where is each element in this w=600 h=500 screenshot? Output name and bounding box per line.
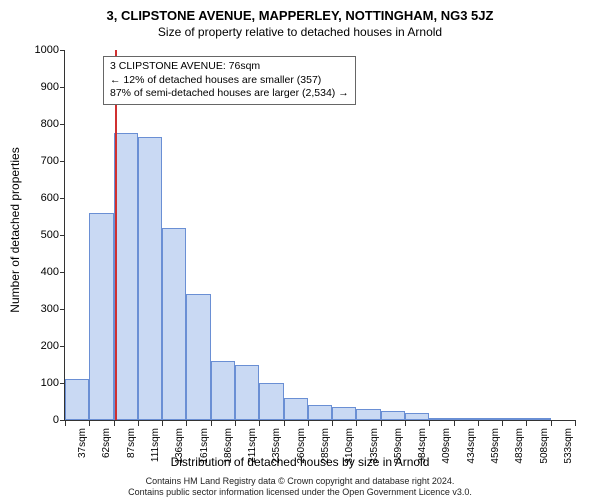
x-tick-mark [381, 420, 382, 426]
histogram-bar [186, 294, 210, 420]
histogram-bar [308, 405, 332, 420]
x-tick-mark [454, 420, 455, 426]
histogram-bar [235, 365, 259, 421]
x-tick-mark [405, 420, 406, 426]
y-tick-mark [60, 50, 65, 51]
x-tick-mark [138, 420, 139, 426]
histogram-bar [381, 411, 405, 420]
histogram-bar [429, 418, 453, 420]
y-tick-mark [60, 346, 65, 347]
x-tick-mark [65, 420, 66, 426]
y-tick-mark [60, 235, 65, 236]
x-axis-label: Distribution of detached houses by size … [0, 455, 600, 469]
x-tick-mark [575, 420, 576, 426]
x-tick-mark [89, 420, 90, 426]
histogram-bar [478, 418, 502, 420]
x-tick-mark [235, 420, 236, 426]
reference-line [115, 50, 117, 420]
histogram-bar [405, 413, 429, 420]
histogram-bar [65, 379, 89, 420]
annotation-line3: 87% of semi-detached houses are larger (… [110, 87, 349, 101]
histogram-bar [89, 213, 113, 420]
histogram-bar [526, 418, 550, 420]
x-tick-mark [478, 420, 479, 426]
y-tick-label: 700 [25, 155, 59, 167]
y-tick-label: 800 [25, 118, 59, 130]
histogram-bar [162, 228, 186, 420]
footer-attribution: Contains HM Land Registry data © Crown c… [0, 476, 600, 498]
y-tick-label: 0 [25, 414, 59, 426]
y-tick-mark [60, 87, 65, 88]
footer-line2: Contains public sector information licen… [0, 487, 600, 498]
histogram-bar [211, 361, 235, 420]
y-tick-mark [60, 198, 65, 199]
histogram-bar [259, 383, 283, 420]
histogram-bar [114, 133, 138, 420]
x-tick-mark [332, 420, 333, 426]
y-tick-label: 400 [25, 266, 59, 278]
chart-title-line1: 3, CLIPSTONE AVENUE, MAPPERLEY, NOTTINGH… [0, 0, 600, 23]
chart-title-line2: Size of property relative to detached ho… [0, 23, 600, 39]
y-tick-label: 100 [25, 377, 59, 389]
histogram-bar [138, 137, 162, 420]
y-tick-mark [60, 309, 65, 310]
y-tick-label: 500 [25, 229, 59, 241]
histogram-bar [284, 398, 308, 420]
x-tick-mark [356, 420, 357, 426]
annotation-box: 3 CLIPSTONE AVENUE: 76sqm← 12% of detach… [103, 56, 356, 105]
y-tick-label: 200 [25, 340, 59, 352]
y-axis-label: Number of detached properties [8, 147, 22, 312]
histogram-bar [356, 409, 380, 420]
x-tick-mark [114, 420, 115, 426]
y-tick-label: 600 [25, 192, 59, 204]
chart-plot-area: 0100200300400500600700800900100037sqm62s… [64, 50, 575, 421]
x-tick-mark [526, 420, 527, 426]
x-tick-mark [211, 420, 212, 426]
histogram-bar [502, 418, 526, 420]
y-tick-label: 300 [25, 303, 59, 315]
annotation-line2: ← 12% of detached houses are smaller (35… [110, 74, 349, 88]
histogram-bar [454, 418, 478, 420]
y-tick-mark [60, 124, 65, 125]
y-tick-label: 900 [25, 81, 59, 93]
x-tick-mark [162, 420, 163, 426]
x-tick-mark [308, 420, 309, 426]
x-tick-mark [284, 420, 285, 426]
x-tick-mark [186, 420, 187, 426]
x-tick-mark [429, 420, 430, 426]
y-tick-label: 1000 [25, 44, 59, 56]
y-tick-mark [60, 161, 65, 162]
y-tick-mark [60, 272, 65, 273]
x-tick-mark [502, 420, 503, 426]
histogram-bar [332, 407, 356, 420]
x-tick-mark [551, 420, 552, 426]
x-tick-mark [259, 420, 260, 426]
footer-line1: Contains HM Land Registry data © Crown c… [0, 476, 600, 487]
annotation-line1: 3 CLIPSTONE AVENUE: 76sqm [110, 60, 349, 74]
